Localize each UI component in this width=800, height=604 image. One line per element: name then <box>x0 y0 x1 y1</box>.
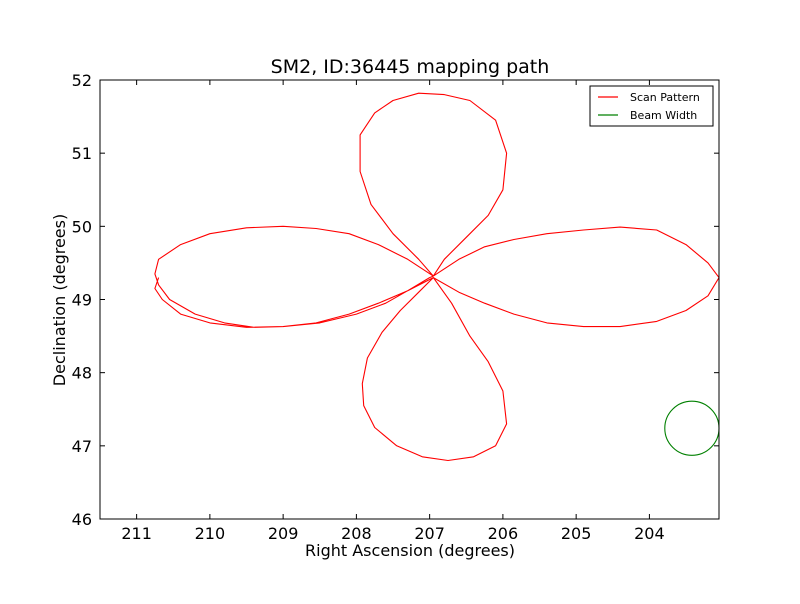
y-axis-title: Declination (degrees) <box>50 214 69 386</box>
y-tick-label: 51 <box>72 144 92 163</box>
x-tick-label: 208 <box>341 524 372 543</box>
y-tick-label: 52 <box>72 71 92 90</box>
x-tick-label: 207 <box>414 524 445 543</box>
x-ticks: 211 210 209 208 207 206 205 204 <box>121 80 665 543</box>
y-tick-label: 46 <box>72 510 92 529</box>
x-tick-label: 209 <box>268 524 299 543</box>
x-axis-title: Right Ascension (degrees) <box>305 541 515 560</box>
x-tick-label: 210 <box>195 524 226 543</box>
y-tick-label: 50 <box>72 217 92 236</box>
x-tick-label: 211 <box>121 524 152 543</box>
y-tick-label: 48 <box>72 364 92 383</box>
y-tick-label: 47 <box>72 437 92 456</box>
x-tick-label: 204 <box>634 524 665 543</box>
legend-label-scan-pattern: Scan Pattern <box>630 91 700 104</box>
y-tick-label: 49 <box>72 291 92 310</box>
x-tick-label: 206 <box>488 524 519 543</box>
y-ticks: 46 47 48 49 50 51 52 <box>72 71 719 529</box>
series-line-scan-pattern <box>154 92 720 462</box>
legend-label-beam-width: Beam Width <box>630 109 697 122</box>
x-tick-label: 205 <box>561 524 592 543</box>
plot-frame <box>99 79 720 520</box>
legend-box <box>589 85 714 127</box>
legend: Scan Pattern Beam Width <box>589 85 714 127</box>
chart-title: SM2, ID:36445 mapping path <box>271 56 550 78</box>
